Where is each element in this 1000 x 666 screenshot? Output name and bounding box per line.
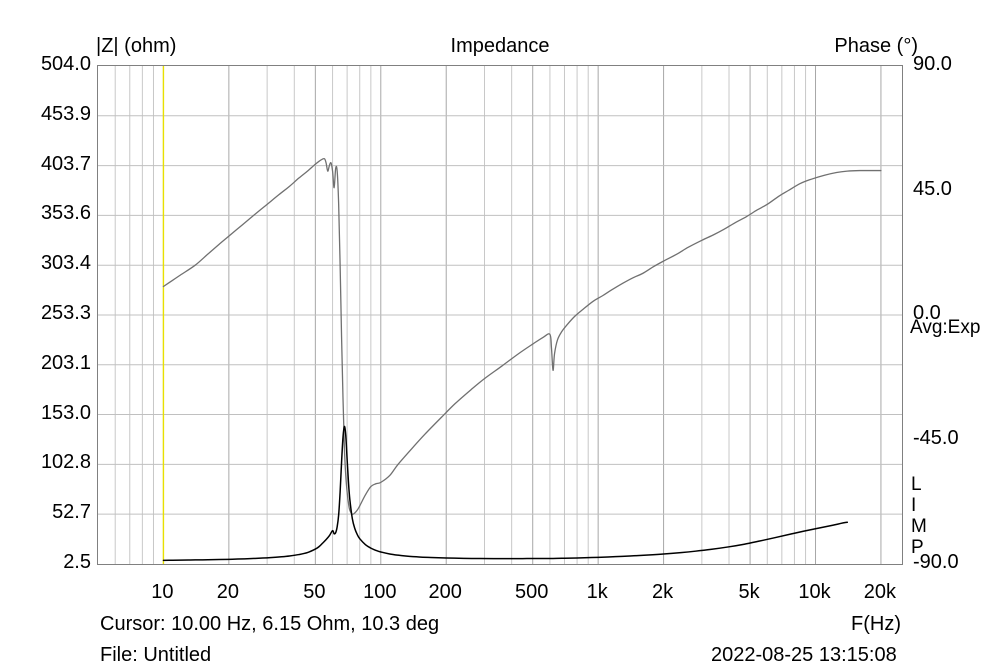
x-axis-tick-label: 1k	[586, 581, 608, 603]
chart-title: Impedance	[450, 35, 550, 57]
x-axis-tick-label: 50	[303, 581, 326, 603]
x-axis-tick-labels: 10 20 50 100 200 500 1k 2k 5k 10k 20k	[0, 582, 1000, 608]
left-axis-tick-labels: 2.5 52.7 102.8 153.0 203.1 253.3 303.4 353.6 403…	[0, 0, 91, 666]
left-axis-tick-label: 2.5	[63, 551, 91, 573]
limp-watermark-letter: P	[911, 537, 924, 558]
x-axis-tick-label: 2k	[652, 581, 674, 603]
phase-curve	[162, 157, 882, 515]
left-axis-tick-label: 102.8	[40, 451, 91, 474]
file-readout: File: Untitled	[100, 644, 212, 666]
plot-area[interactable]	[97, 65, 903, 565]
left-axis-tick-label: 253.3	[40, 301, 91, 324]
left-axis-tick-label: 504.0	[40, 53, 91, 75]
right-axis-tick-label: -45.0	[913, 426, 959, 449]
x-axis-label: F(Hz)	[851, 613, 901, 635]
right-axis-tick-label: 45.0	[913, 177, 952, 200]
limp-watermark-letter: M	[911, 516, 927, 537]
limp-watermark-letter: L	[911, 474, 922, 495]
cursor-readout: Cursor: 10.00 Hz, 6.15 Ohm, 10.3 deg	[100, 613, 440, 635]
x-axis-tick-label: 10	[151, 581, 174, 603]
plot-canvas	[98, 66, 902, 564]
left-axis-tick-label: 403.7	[40, 152, 91, 175]
x-axis-tick-label: 500	[515, 581, 549, 603]
x-axis-tick-label: 200	[428, 581, 462, 603]
right-axis-tick-label: 0.0	[913, 302, 941, 324]
left-axis-title: |Z| (ohm)	[96, 35, 177, 57]
x-axis-tick-label: 5k	[738, 581, 760, 603]
right-axis-tick-label: -90.0	[913, 551, 959, 573]
left-axis-tick-label: 203.1	[40, 351, 91, 374]
x-axis-tick-label: 100	[363, 581, 397, 603]
left-axis-tick-label: 353.6	[40, 202, 91, 225]
x-axis-tick-label: 10k	[798, 581, 831, 603]
right-axis-tick-labels: -90.0 -45.0 0.0 45.0 90.0	[913, 0, 1000, 666]
grid-horizontal-lines	[98, 115, 902, 515]
left-axis-tick-label: 303.4	[40, 252, 91, 275]
averaging-mode-label: Avg:Exp	[910, 317, 981, 338]
right-axis-tick-label: 90.0	[913, 53, 952, 75]
x-axis-tick-label: 20	[216, 581, 239, 603]
left-axis-tick-label: 52.7	[52, 501, 91, 524]
limp-watermark-letter: I	[911, 495, 917, 516]
timestamp-label: 2022-08-25 13:15:08	[711, 644, 897, 666]
impedance-curve	[162, 425, 849, 562]
left-axis-tick-label: 453.9	[40, 102, 91, 125]
left-axis-tick-label: 153.0	[40, 401, 91, 424]
right-axis-title: Phase (°)	[834, 35, 918, 57]
x-axis-tick-label: 20k	[863, 581, 897, 603]
